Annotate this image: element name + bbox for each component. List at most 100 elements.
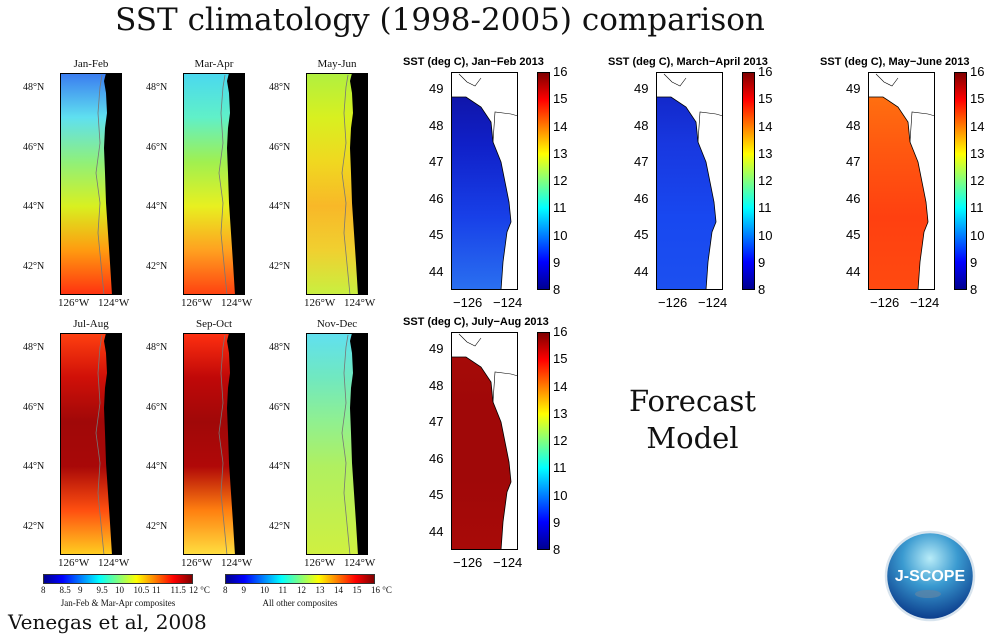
colorbar-tick: 12: [297, 585, 306, 595]
lat-label: 44°N: [23, 201, 45, 212]
colorbar-tick: 16: [970, 64, 985, 79]
lon-label: −124: [493, 555, 523, 570]
lon-label: 126°W: [304, 297, 336, 309]
sst-map: [306, 333, 368, 556]
colorbar-tick: 12: [758, 173, 773, 188]
lat-label: 42°N: [23, 520, 45, 532]
lon-label: −126: [870, 295, 900, 310]
sst-map: [868, 72, 936, 291]
lon-label: 124°W: [344, 297, 376, 309]
colorbar-tick: 11: [152, 585, 161, 595]
lon-label: 124°W: [344, 557, 376, 569]
lon-label: 124°W: [98, 297, 130, 309]
colorbar-tick: 9: [241, 585, 247, 595]
colorbar-tick: 16: [553, 324, 568, 339]
lat-label: 49: [634, 81, 649, 96]
colorbar: [537, 72, 550, 290]
lat-label: 49: [846, 81, 861, 96]
panel-title: Jul-Aug: [73, 318, 109, 330]
panel-title: May-Jun: [317, 58, 357, 70]
colorbar-tick: 11: [278, 585, 288, 595]
colorbar-tick: 8: [553, 282, 561, 297]
lat-label: 44: [634, 263, 649, 279]
colorbar-tick: 10: [758, 227, 773, 243]
colorbar-tick: 12 °C: [189, 585, 210, 595]
lon-label: −126: [453, 555, 483, 570]
sst-map: [656, 72, 724, 291]
sst-map: [451, 332, 519, 551]
colorbar-tick: 14: [970, 118, 985, 134]
lon-label: −126: [658, 295, 688, 310]
lat-label: 42°N: [269, 520, 291, 532]
lat-label: 46°N: [23, 401, 45, 413]
lat-label: 46°N: [23, 141, 45, 153]
lat-label: 44: [846, 263, 861, 279]
lat-label: 45: [634, 227, 649, 242]
panel-title: Sep-Oct: [195, 318, 233, 330]
model-map: [451, 72, 519, 291]
model-map: [656, 72, 724, 291]
lat-label: 45: [429, 487, 444, 502]
colorbar-tick: 15: [758, 91, 773, 107]
colorbar-tick: 11: [553, 200, 567, 216]
lat-label: 49: [429, 341, 444, 356]
lat-label: 46°N: [269, 401, 291, 413]
colorbar-tick: 10: [115, 585, 124, 595]
colorbar-tick: 9: [78, 585, 83, 595]
lon-label: −126: [453, 295, 483, 310]
colorbar: [537, 332, 550, 550]
sst-map: [183, 333, 245, 556]
colorbar-tick: 8: [970, 282, 978, 297]
lon-label: 124°W: [221, 297, 253, 309]
lon-label: −124: [493, 295, 523, 310]
lat-label: 42°N: [146, 260, 168, 272]
lat-label: 48: [846, 117, 861, 133]
colorbar-tick: 9: [553, 514, 561, 530]
colorbar-tick: 11: [970, 200, 984, 216]
sst-map: [183, 73, 245, 296]
lat-label: 44°N: [269, 201, 291, 212]
model-map: [451, 332, 519, 551]
lat-label: 47: [846, 154, 861, 169]
panel-title: SST (deg C), March−April 2013: [608, 56, 768, 68]
lat-label: 44: [429, 523, 444, 539]
lon-label: 126°W: [58, 297, 90, 309]
lat-label: 46°N: [146, 401, 168, 413]
model-word: Model: [646, 421, 739, 455]
colorbar-tick: 8: [223, 585, 228, 595]
lon-label: 124°W: [98, 557, 130, 569]
lat-label: 48°N: [146, 342, 168, 353]
colorbar-tick: 8: [41, 585, 46, 595]
lat-label: 46: [846, 190, 861, 206]
lat-label: 48: [429, 377, 444, 393]
colorbar: [225, 574, 375, 584]
colorbar-tick: 9: [553, 254, 561, 270]
lon-label: 126°W: [58, 557, 90, 569]
colorbar-tick: 9.5: [96, 585, 108, 595]
lat-label: 48°N: [269, 342, 291, 353]
j-scope-logo: J-SCOPE: [884, 530, 976, 622]
sst-map: [451, 72, 519, 291]
climatology-map-nov-dec: [306, 333, 368, 556]
lat-label: 47: [634, 154, 649, 169]
lat-label: 47: [429, 154, 444, 169]
lat-label: 48°N: [23, 342, 45, 353]
lat-label: 45: [429, 227, 444, 242]
colorbar-tick: 16: [553, 64, 568, 79]
lat-label: 44°N: [269, 461, 291, 472]
colorbar-tick: 12: [970, 173, 985, 188]
colorbar-caption: All other composites: [262, 598, 338, 608]
climatology-map-sep-oct: [183, 333, 245, 556]
colorbar-tick: 10.5: [133, 585, 150, 595]
colorbar-tick: 9: [970, 254, 978, 270]
svg-text:J-SCOPE: J-SCOPE: [895, 568, 966, 585]
lon-label: 126°W: [181, 557, 213, 569]
climatology-map-mar-apr: [183, 73, 245, 296]
colorbar-tick: 13: [970, 145, 985, 161]
lat-label: 42°N: [269, 260, 291, 272]
colorbar-tick: 13: [553, 405, 568, 421]
colorbar-caption: Jan-Feb & Mar-Apr composites: [60, 598, 176, 608]
forecast-word: Forecast: [628, 384, 757, 418]
lat-label: 46°N: [146, 141, 168, 153]
colorbar: [954, 72, 967, 290]
